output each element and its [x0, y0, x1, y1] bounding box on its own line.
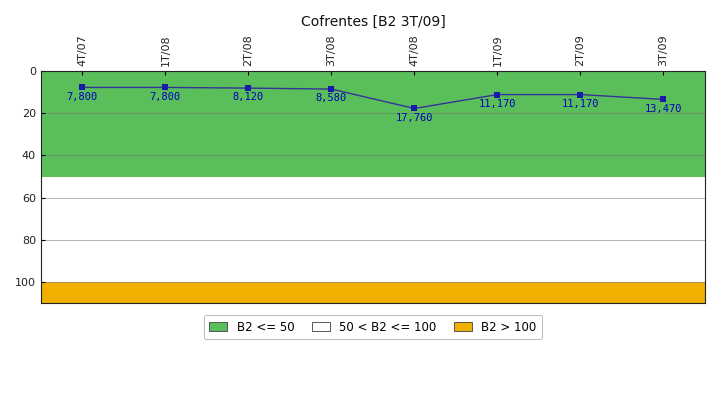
- Text: 7,800: 7,800: [67, 92, 98, 102]
- Text: 11,170: 11,170: [562, 99, 599, 109]
- Text: 8,120: 8,120: [233, 92, 264, 102]
- Bar: [41, 282, 705, 304]
- Text: 11,170: 11,170: [479, 99, 516, 109]
- Text: 7,800: 7,800: [150, 92, 181, 102]
- Text: 8,580: 8,580: [316, 93, 347, 103]
- Bar: [41, 71, 705, 177]
- Text: 17,760: 17,760: [396, 113, 433, 123]
- Bar: [41, 177, 705, 282]
- Title: Cofrentes [B2 3T/09]: Cofrentes [B2 3T/09]: [300, 15, 445, 29]
- Text: 13,470: 13,470: [644, 104, 683, 114]
- Legend: B2 <= 50, 50 < B2 <= 100, B2 > 100: B2 <= 50, 50 < B2 <= 100, B2 > 100: [204, 315, 542, 340]
